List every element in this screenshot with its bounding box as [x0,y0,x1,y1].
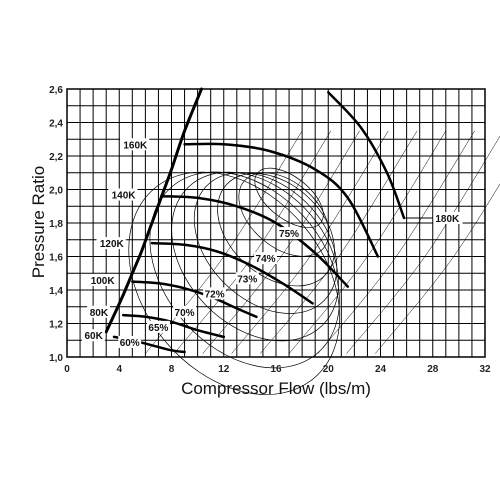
annotation-140k: 140K [112,191,137,202]
annotation-73pct: 73% [237,274,257,285]
flow-curve [288,130,447,354]
speed-line-140k [159,194,350,288]
efficiency-contour [193,172,338,314]
x-tick-label: 12 [218,364,230,375]
annotation-100k: 100K [91,276,116,287]
annotation-72pct: 72% [205,289,225,300]
speed-line-80k [121,313,226,339]
annotation-bg [146,320,170,333]
flow-curve [173,130,332,354]
annotation-bg [254,252,277,265]
flow-curve [346,135,500,354]
annotation-bg [118,335,142,348]
y-axis-label: Pressure Ratio [29,166,48,278]
ticks-layer: 0 4 8 12 16 20 24 28 32 1,0 1,2 1,4 1,6 1,8 2,0 2,2 2,4 2… [49,85,491,375]
y-tick-label: 1,4 [49,286,63,297]
annotation-bg [81,329,105,342]
flow-curve [231,130,389,354]
y-tick-label: 2,6 [49,85,63,96]
annotation-160k: 160K [123,140,148,151]
annotation-80k: 80K [90,308,109,319]
annotation-120k: 120K [100,239,125,250]
efficiency-contour [238,172,330,257]
efficiency-contour [128,171,340,395]
flow-curve [260,130,418,354]
y-tick-label: 1,2 [49,320,63,331]
x-tick-label: 20 [323,364,335,375]
annotation-bg [108,188,138,201]
annotation-70pct: 70% [175,308,195,319]
speed-line-100k [131,280,258,319]
surge-line [104,87,203,334]
x-tick-label: 24 [375,364,387,375]
y-tick-label: 1,6 [49,253,63,264]
y-tick-label: 2,4 [49,119,63,130]
annotation-bg [96,237,126,250]
speed-lines-layer [104,87,406,354]
annotation-74pct: 74% [256,254,276,265]
efficiency-contour [149,171,340,369]
annotation-bg [433,211,463,224]
annotation-bg [173,305,197,318]
annotation-bg [87,305,111,318]
efficiency-contour [171,171,339,342]
annotation-180k: 180K [435,214,460,225]
x-axis-label: Compressor Flow (lbs/m) [181,379,371,398]
flow-curve [317,130,475,354]
y-tick-label: 1,8 [49,219,63,230]
annotation-60k: 60K [84,331,103,342]
y-tick-label: 2,2 [49,152,63,163]
flow-curve [202,130,360,354]
annotation-layer: 160K 140K 120K 100K 80K 60K 180K 75% 74% 73% 72% 70… [81,138,463,349]
speed-line-120k [150,241,314,305]
y-tick-label: 1,0 [49,353,63,364]
plot-frame [66,88,486,358]
efficiency-contour-layer [128,130,500,395]
speed-line-180k [327,91,406,220]
x-tick-label: 4 [116,364,122,375]
flow-curve [375,183,500,354]
x-tick-label: 0 [64,364,70,375]
annotation-75pct: 75% [279,229,299,240]
grid-layer [66,88,486,358]
y-tick-label: 2,0 [49,186,63,197]
x-tick-label: 8 [169,364,175,375]
annotation-bg [277,227,301,240]
annotation-bg [235,272,259,285]
annotation-bg [203,287,227,300]
annotation-60pct: 60% [120,338,140,349]
speed-line-160k [183,142,380,258]
annotation-bg [87,273,117,286]
annotation-65pct: 65% [148,323,168,334]
x-tick-label: 32 [479,364,491,375]
x-tick-label: 16 [270,364,282,375]
x-tick-label: 28 [427,364,439,375]
annotation-bg [120,138,150,151]
